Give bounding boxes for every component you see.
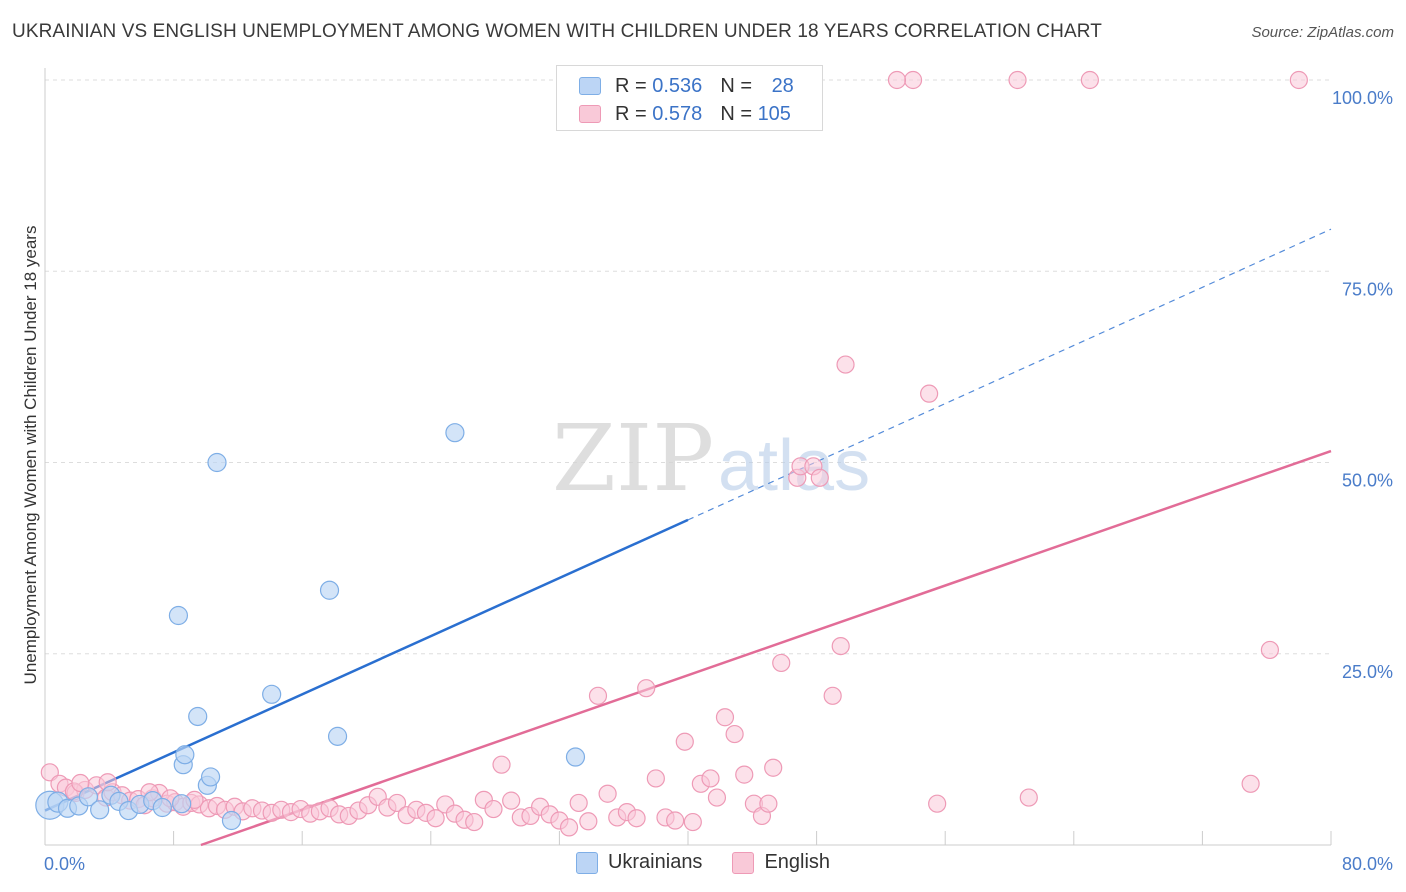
legend-item-ukrainians[interactable]: Ukrainians <box>575 851 703 874</box>
ukrainian-points <box>35 423 586 831</box>
ukrainian-point <box>188 706 208 727</box>
correlation-legend: R = 0.536 N = 28 R = 0.578 N = 105 <box>556 65 823 131</box>
ukrainian-point <box>221 810 242 831</box>
english-point <box>1241 774 1260 793</box>
watermark-zip: ZIP <box>552 405 714 512</box>
grid <box>45 79 1331 655</box>
english-point <box>387 793 407 813</box>
legend-item-english[interactable]: English <box>732 851 830 874</box>
axes <box>44 68 1332 846</box>
y-tick-label: 50.0% <box>1342 471 1393 491</box>
x-tick-label: 0.0% <box>44 854 85 874</box>
english-point <box>764 758 783 777</box>
r-label: R = <box>615 74 653 97</box>
english-swatch <box>579 105 601 123</box>
english-point <box>903 70 923 90</box>
english-swatch <box>732 851 755 874</box>
watermark: ZIP atlas <box>552 405 870 512</box>
ukrainians-swatch <box>579 77 601 95</box>
english-point <box>759 794 778 813</box>
english-points <box>40 70 1308 837</box>
ukrainian-point <box>90 800 110 820</box>
english-point <box>810 468 829 487</box>
english-point <box>675 732 694 751</box>
english-point <box>646 769 665 788</box>
english-point <box>725 724 744 744</box>
english-point <box>598 784 617 803</box>
ukrainian-point <box>445 423 465 443</box>
ukrainian-point <box>327 726 348 746</box>
ukrainian-point <box>262 684 282 704</box>
english-point <box>772 653 791 673</box>
english-point <box>588 686 608 705</box>
r-label: R = <box>615 102 653 125</box>
english-point <box>1289 70 1308 90</box>
ukrainian-point <box>207 452 227 473</box>
trend-lines <box>44 228 1332 847</box>
legend-row-english: R = 0.578 N = 105 <box>579 101 791 127</box>
english-point <box>637 679 656 698</box>
n-label: N = <box>720 74 758 97</box>
y-axis-title: Unemployment Among Women with Children U… <box>21 226 40 685</box>
tick-labels: 25.0% 50.0% 75.0% 100.0% 0.0% 80.0% <box>44 88 1393 874</box>
english-point <box>579 812 598 831</box>
ukrainians-trend-extension <box>687 228 1332 521</box>
n-value: 105 <box>757 102 791 125</box>
source-label: Source: ZipAtlas.com <box>1251 24 1394 41</box>
series-legend: Ukrainians English <box>0 851 1406 874</box>
legend-label-ukrainians: Ukrainians <box>607 851 703 873</box>
english-point <box>569 793 588 813</box>
english-point <box>920 384 939 403</box>
english-point <box>502 791 521 810</box>
x-tick-label: 80.0% <box>1342 854 1393 874</box>
english-point <box>559 818 579 837</box>
english-point <box>735 765 754 784</box>
n-label: N = <box>720 102 758 125</box>
english-point <box>831 636 850 656</box>
english-point <box>823 686 842 705</box>
ukrainians-trend-line <box>44 518 689 812</box>
english-point <box>484 799 503 819</box>
r-value: 0.536 <box>652 74 703 97</box>
english-point <box>492 755 511 774</box>
english-point <box>1008 70 1027 90</box>
english-point <box>887 70 907 90</box>
english-point <box>1019 788 1038 807</box>
r-value: 0.578 <box>652 102 703 125</box>
english-point <box>426 809 445 828</box>
english-point <box>71 773 90 793</box>
english-point <box>627 809 646 828</box>
chart-title: UKRAINIAN VS ENGLISH UNEMPLOYMENT AMONG … <box>12 21 1102 42</box>
english-point <box>1080 70 1099 90</box>
english-trend-line <box>200 449 1332 847</box>
y-tick-label: 25.0% <box>1342 662 1393 682</box>
ukrainian-point <box>175 745 195 765</box>
legend-label-english: English <box>764 851 831 873</box>
ukrainian-point <box>200 767 221 787</box>
english-point <box>666 811 685 830</box>
english-point <box>683 812 702 832</box>
english-point <box>836 355 855 374</box>
ukrainian-point <box>168 605 189 626</box>
y-tick-label: 75.0% <box>1342 279 1393 299</box>
y-tick-label: 100.0% <box>1332 88 1393 108</box>
ukrainians-swatch <box>575 851 598 874</box>
english-point <box>707 788 727 807</box>
ukrainian-point <box>78 787 99 807</box>
english-point <box>465 812 484 832</box>
ukrainian-point <box>565 747 586 767</box>
english-point <box>928 794 947 813</box>
english-point <box>1260 640 1280 660</box>
ukrainian-point <box>319 580 340 600</box>
ukrainian-point <box>152 797 172 818</box>
english-point <box>701 769 720 788</box>
ukrainian-point <box>172 794 192 814</box>
english-point <box>715 708 735 727</box>
n-value: 28 <box>771 74 794 97</box>
legend-row-ukrainians: R = 0.536 N = 28 <box>579 73 794 99</box>
